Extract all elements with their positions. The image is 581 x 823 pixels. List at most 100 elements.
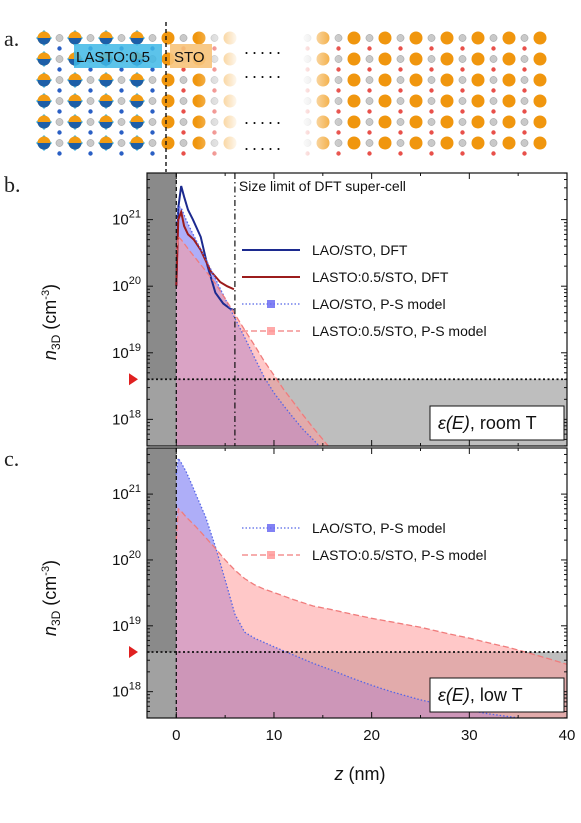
a-site-atom <box>471 94 485 108</box>
y-tick-label: 1018 <box>112 681 141 701</box>
b-site-atom <box>491 46 496 51</box>
oxygen-atom <box>55 97 64 105</box>
series-area <box>176 508 567 718</box>
oxygen-atom <box>117 139 126 147</box>
b-site-atom <box>522 130 527 135</box>
oxygen-atom <box>365 118 374 126</box>
a-site-atom <box>471 52 485 66</box>
a-site-half <box>99 38 113 45</box>
dft-limit-annotation: Size limit of DFT super-cell <box>239 178 406 194</box>
b-site-atom <box>88 88 93 93</box>
a-site-atom <box>533 73 547 87</box>
plot-frame <box>146 447 568 719</box>
oxygen-atom <box>396 34 405 42</box>
oxygen-atom <box>179 97 188 105</box>
a-site-atom <box>378 31 392 45</box>
b-site-atom <box>88 130 93 135</box>
a-site-atom <box>409 136 423 150</box>
a-site-half <box>68 143 82 150</box>
a-site-atom <box>502 52 516 66</box>
b-site-atom <box>522 67 527 72</box>
a-site-atom <box>471 115 485 129</box>
a-site-atom <box>471 73 485 87</box>
a-site-atom <box>409 115 423 129</box>
b-site-atom <box>398 130 403 135</box>
oxygen-atom <box>489 34 498 42</box>
a-site-atom <box>378 94 392 108</box>
legend-entry: LASTO:0.5/STO, P-S model <box>312 323 487 339</box>
y-tick-label: 1021 <box>112 209 141 229</box>
a-site-atom <box>378 136 392 150</box>
oxygen-atom <box>179 34 188 42</box>
oxygen-atom <box>520 97 529 105</box>
oxygen-atom <box>55 118 64 126</box>
legend-entry: LASTO:0.5/STO, DFT <box>312 269 449 285</box>
oxygen-atom <box>148 34 157 42</box>
oxygen-atom <box>365 34 374 42</box>
b-site-atom <box>522 151 527 156</box>
a-site-half <box>37 122 51 129</box>
b-site-atom <box>181 67 186 72</box>
legend-marker <box>267 551 275 559</box>
y-tick-label: 1020 <box>112 275 141 295</box>
a-site-atom <box>471 136 485 150</box>
b-site-atom <box>88 67 93 72</box>
oxygen-atom <box>396 118 405 126</box>
a-site-half <box>68 122 82 129</box>
threshold-marker <box>129 373 138 386</box>
oxygen-atom <box>55 55 64 63</box>
b-site-atom <box>491 67 496 72</box>
a-site-atom <box>378 52 392 66</box>
b-site-atom <box>398 67 403 72</box>
b-site-atom <box>367 130 372 135</box>
oxygen-atom <box>179 118 188 126</box>
oxygen-atom <box>396 139 405 147</box>
y-tick-label: 1019 <box>112 615 141 635</box>
structure-right-label: STO <box>174 49 205 66</box>
oxygen-atom <box>86 97 95 105</box>
plot-area <box>147 448 567 718</box>
oxygen-atom <box>458 139 467 147</box>
structure-left-label: LASTO:0.5 <box>76 49 150 66</box>
b-site-atom <box>181 151 186 156</box>
a-site-atom <box>502 73 516 87</box>
b-site-atom <box>460 46 465 51</box>
a-site-atom <box>533 115 547 129</box>
b-site-atom <box>88 151 93 156</box>
b-site-atom <box>150 67 155 72</box>
b-site-atom <box>181 109 186 114</box>
b-site-atom <box>57 88 62 93</box>
b-site-atom <box>367 88 372 93</box>
a-site-half <box>37 38 51 45</box>
b-site-atom <box>398 109 403 114</box>
oxygen-atom <box>117 118 126 126</box>
a-site-half <box>37 143 51 150</box>
a-site-atom <box>409 94 423 108</box>
ellipsis-1: ..... <box>244 38 284 58</box>
oxygen-atom <box>427 118 436 126</box>
b-site-atom <box>119 151 124 156</box>
a-site-atom <box>347 94 361 108</box>
a-site-atom <box>502 115 516 129</box>
oxygen-atom <box>148 97 157 105</box>
oxygen-atom <box>86 34 95 42</box>
panel-label-a: a. <box>4 26 19 51</box>
a-site-atom <box>440 73 454 87</box>
ellipsis-2: ..... <box>244 62 284 82</box>
b-site-atom <box>398 151 403 156</box>
oxygen-atom <box>458 118 467 126</box>
b-site-atom <box>367 151 372 156</box>
panel-label-b: b. <box>4 172 21 197</box>
a-site-atom <box>409 73 423 87</box>
oxygen-atom <box>520 118 529 126</box>
a-site-atom <box>502 94 516 108</box>
a-site-atom <box>409 31 423 45</box>
b-site-atom <box>57 67 62 72</box>
a-site-half <box>130 101 144 108</box>
a-site-half <box>99 80 113 87</box>
b-site-atom <box>398 46 403 51</box>
oxygen-atom <box>396 97 405 105</box>
a-site-atom <box>347 73 361 87</box>
a-site-atom <box>347 31 361 45</box>
oxygen-atom <box>427 97 436 105</box>
